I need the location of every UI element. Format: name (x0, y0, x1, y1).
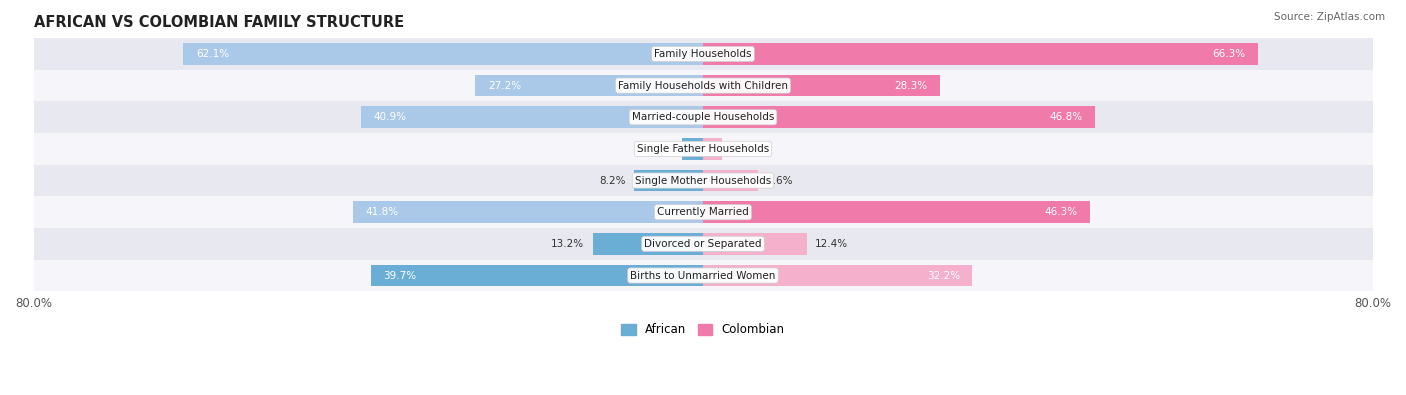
Text: 39.7%: 39.7% (384, 271, 416, 280)
Text: 46.3%: 46.3% (1045, 207, 1078, 217)
Bar (34, 133, 1372, 165)
Text: 8.2%: 8.2% (599, 175, 626, 186)
Text: 32.2%: 32.2% (927, 271, 960, 280)
Bar (703, 265, 973, 286)
Bar (34, 228, 1372, 260)
Text: Married-couple Households: Married-couple Households (631, 112, 775, 122)
Bar (475, 75, 703, 96)
Text: Family Households with Children: Family Households with Children (619, 81, 787, 90)
Text: Source: ZipAtlas.com: Source: ZipAtlas.com (1274, 12, 1385, 22)
Text: 40.9%: 40.9% (373, 112, 406, 122)
Text: 62.1%: 62.1% (195, 49, 229, 59)
Text: 28.3%: 28.3% (894, 81, 928, 90)
Bar (703, 75, 939, 96)
Bar (703, 43, 1258, 65)
Bar (703, 138, 723, 160)
Text: 13.2%: 13.2% (551, 239, 583, 249)
Bar (34, 102, 1372, 133)
Text: Currently Married: Currently Married (657, 207, 749, 217)
Text: Single Mother Households: Single Mother Households (636, 175, 770, 186)
Text: 6.6%: 6.6% (766, 175, 793, 186)
Text: 12.4%: 12.4% (815, 239, 848, 249)
Legend: African, Colombian: African, Colombian (617, 319, 789, 341)
Bar (34, 196, 1372, 228)
Text: Family Households: Family Households (654, 49, 752, 59)
Text: 2.5%: 2.5% (647, 144, 673, 154)
Text: 46.8%: 46.8% (1049, 112, 1083, 122)
Text: Divorced or Separated: Divorced or Separated (644, 239, 762, 249)
Bar (634, 170, 703, 191)
Bar (703, 107, 1095, 128)
Bar (34, 260, 1372, 292)
Text: 2.3%: 2.3% (731, 144, 756, 154)
Bar (34, 70, 1372, 102)
Bar (353, 201, 703, 223)
Bar (592, 233, 703, 255)
Bar (34, 165, 1372, 196)
Text: 41.8%: 41.8% (366, 207, 399, 217)
Text: Births to Unmarried Women: Births to Unmarried Women (630, 271, 776, 280)
Text: AFRICAN VS COLOMBIAN FAMILY STRUCTURE: AFRICAN VS COLOMBIAN FAMILY STRUCTURE (34, 15, 404, 30)
Bar (703, 201, 1091, 223)
Bar (361, 107, 703, 128)
Text: Single Father Households: Single Father Households (637, 144, 769, 154)
Bar (703, 233, 807, 255)
Text: 27.2%: 27.2% (488, 81, 522, 90)
Bar (34, 38, 1372, 70)
Text: 66.3%: 66.3% (1212, 49, 1246, 59)
Bar (371, 265, 703, 286)
Bar (703, 170, 758, 191)
Bar (682, 138, 703, 160)
Bar (183, 43, 703, 65)
